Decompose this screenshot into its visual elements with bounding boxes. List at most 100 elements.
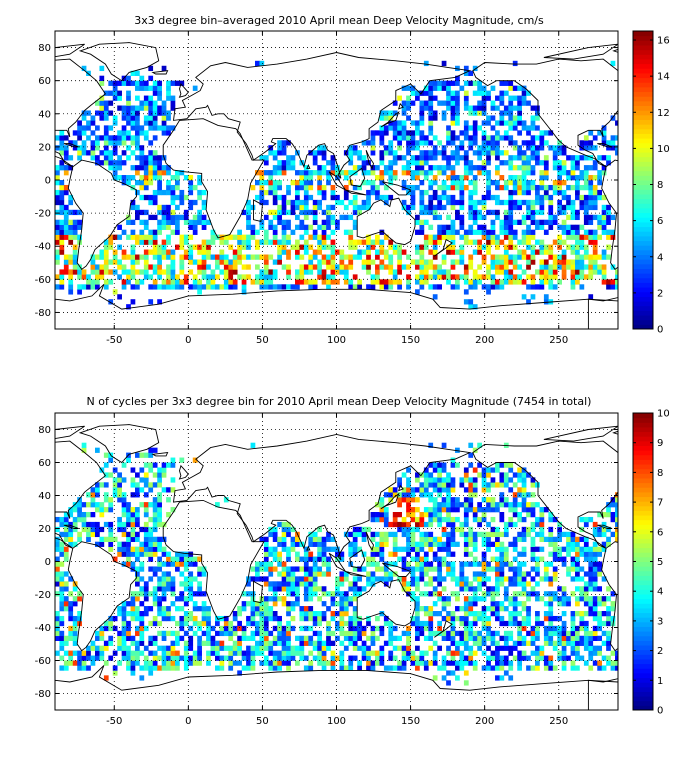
bin-cell	[232, 269, 238, 275]
bin-cell	[255, 60, 260, 67]
bin-cell	[295, 591, 300, 597]
bin-cell	[512, 541, 518, 547]
bin-cell	[72, 596, 78, 602]
bin-cell	[463, 234, 469, 240]
bin-cell	[68, 229, 74, 235]
bin-cell	[468, 625, 474, 632]
bin-cell	[366, 660, 371, 666]
bin-cell	[201, 264, 207, 270]
bin-cell	[472, 80, 478, 86]
bin-cell	[472, 65, 478, 72]
bin-cell	[99, 512, 105, 518]
bin-cell	[357, 526, 362, 533]
bin-cell	[472, 492, 478, 498]
bin-cell	[366, 254, 371, 260]
bin-cell	[401, 125, 407, 131]
bin-cell	[512, 199, 518, 206]
bin-cell	[397, 130, 402, 136]
bin-cell	[210, 645, 216, 651]
bin-cell	[130, 670, 136, 676]
colorbar-swatch	[633, 189, 653, 195]
y-tick-label: -60	[35, 275, 51, 286]
bin-cell	[535, 660, 540, 666]
bin-cell	[90, 660, 96, 666]
bin-cell	[583, 591, 589, 597]
bin-cell	[166, 551, 171, 557]
bin-cell	[201, 199, 207, 206]
bin-cell	[521, 576, 527, 582]
bin-cell	[495, 259, 500, 265]
bin-cell	[166, 611, 171, 617]
bin-cell	[188, 284, 194, 290]
bin-cell	[512, 279, 518, 285]
bin-cell	[321, 571, 327, 577]
bin-cell	[437, 596, 442, 602]
bin-cell	[335, 625, 340, 632]
bin-cell	[472, 279, 478, 285]
bin-cell	[366, 526, 371, 533]
bin-cell	[312, 531, 318, 538]
bin-cell	[188, 576, 194, 582]
bin-cell	[237, 635, 242, 641]
bin-cell	[348, 596, 354, 602]
bin-cell	[63, 189, 69, 196]
bin-cell	[299, 274, 305, 280]
bin-cell	[130, 591, 136, 597]
bin-cell	[437, 625, 442, 632]
bin-cell	[170, 269, 176, 275]
bin-cell	[77, 507, 82, 513]
colorbar-swatch	[633, 68, 653, 74]
bin-cell	[72, 254, 78, 260]
bin-cell	[472, 561, 478, 567]
bin-cell	[450, 497, 456, 503]
bin-cell	[432, 204, 438, 211]
bin-cell	[161, 665, 167, 671]
bin-cell	[432, 512, 438, 518]
bin-cell	[428, 130, 434, 136]
bin-cell	[530, 482, 536, 488]
bin-cell	[548, 536, 554, 542]
bin-cell	[157, 620, 162, 627]
bin-cell	[566, 234, 571, 240]
bin-cell	[135, 645, 140, 651]
bin-cell	[446, 95, 451, 101]
bin-cell	[481, 512, 487, 518]
bin-cell	[419, 150, 425, 156]
bin-cell	[321, 546, 327, 552]
bin-cell	[317, 180, 322, 186]
bin-cell	[343, 175, 349, 181]
bin-cell	[272, 536, 278, 542]
bin-cell	[277, 541, 282, 547]
bin-cell	[601, 264, 607, 270]
bin-cell	[415, 665, 420, 671]
bin-cell	[543, 269, 549, 275]
bin-cell	[290, 165, 296, 171]
bin-cell	[143, 239, 149, 245]
bin-cell	[379, 660, 385, 666]
bin-cell	[348, 640, 354, 646]
bin-cell	[152, 512, 158, 518]
bin-cell	[259, 536, 265, 542]
bin-cell	[357, 284, 362, 290]
bin-cell	[295, 249, 300, 255]
bin-cell	[490, 224, 496, 230]
bin-cell	[588, 184, 594, 191]
bin-cell	[166, 581, 171, 587]
coastline	[356, 197, 416, 246]
bin-cell	[366, 264, 371, 270]
bin-cell	[446, 155, 451, 161]
bin-cell	[415, 90, 420, 96]
bin-cell	[419, 650, 425, 656]
bin-cell	[308, 665, 314, 671]
bin-cell	[95, 645, 100, 651]
bin-cell	[388, 120, 394, 126]
bin-cell	[566, 630, 571, 637]
bin-cell	[468, 660, 474, 666]
bin-cell	[521, 249, 527, 255]
bin-cell	[277, 556, 282, 562]
bin-cell	[481, 665, 487, 671]
bin-cell	[152, 175, 158, 181]
bin-cell	[255, 561, 260, 567]
bin-cell	[352, 531, 358, 538]
bin-cell	[312, 279, 318, 285]
